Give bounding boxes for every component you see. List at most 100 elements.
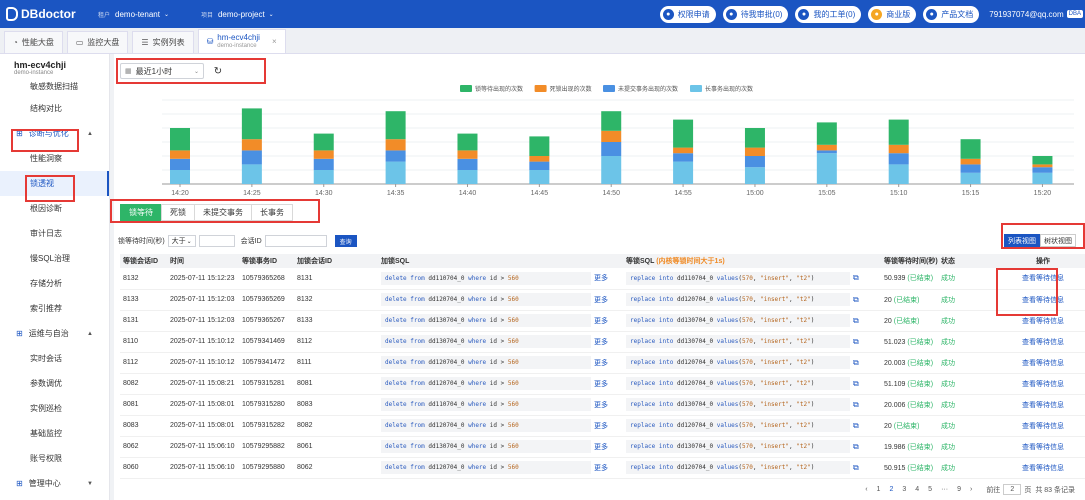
- copy-icon[interactable]: ⧉: [853, 357, 859, 367]
- more-link[interactable]: 更多: [594, 464, 608, 472]
- time-cell: 2025-07-11 15:06:10: [167, 436, 239, 458]
- page-2[interactable]: 2: [889, 486, 894, 493]
- view-wait-info-link[interactable]: 查看等待信息: [1022, 275, 1064, 283]
- sidebar-item-inspect[interactable]: 实例巡检: [30, 404, 62, 413]
- sidebar-item-slow-sql[interactable]: 慢SQL治理: [30, 254, 71, 263]
- sidebar-item-audit-log[interactable]: 审计日志: [30, 229, 62, 238]
- sidebar-group-diagnosis[interactable]: ⊞ 诊断与优化 ▲: [0, 121, 109, 146]
- copy-icon[interactable]: ⧉: [853, 420, 859, 430]
- col-wait-seconds: 等锁等待时间(秒): [881, 254, 938, 268]
- my-tickets-button[interactable]: ● 我的工单(0): [795, 5, 862, 23]
- copy-icon[interactable]: ⧉: [853, 336, 859, 346]
- tab-deadlock[interactable]: 死锁: [161, 204, 195, 221]
- prev-page-icon[interactable]: ‹: [865, 486, 868, 493]
- session-id-input[interactable]: [264, 235, 327, 247]
- user-email[interactable]: 791937074@qq.com: [989, 9, 1064, 19]
- page-9[interactable]: 9: [957, 486, 961, 493]
- tab-long-trx[interactable]: 长事务: [251, 204, 293, 221]
- query-button[interactable]: 查询: [334, 235, 357, 247]
- project-selector[interactable]: 项目 demo-project ⌄: [201, 10, 274, 19]
- more-link[interactable]: 更多: [594, 275, 608, 283]
- list-view-button[interactable]: 列表视图: [1004, 234, 1040, 247]
- view-wait-info-link[interactable]: 查看等待信息: [1022, 464, 1064, 472]
- sidebar-item-index[interactable]: 索引推荐: [30, 304, 62, 313]
- legend-swatch: [534, 85, 547, 92]
- copy-cell: ⧉: [850, 352, 881, 374]
- page-3[interactable]: 3: [902, 486, 907, 493]
- wait-trx-id: 10579295880: [239, 457, 294, 479]
- next-page-icon[interactable]: ›: [969, 486, 973, 493]
- page-4[interactable]: 4: [915, 486, 920, 493]
- sidebar-item-params[interactable]: 参数调优: [30, 379, 62, 388]
- table-row: 8133 2025-07-11 15:12:03 10579365269 8132 de…: [120, 289, 1085, 311]
- copy-icon[interactable]: ⧉: [853, 315, 859, 325]
- sidebar-item-structure-compare[interactable]: 结构对比: [30, 104, 62, 113]
- view-wait-info-link[interactable]: 查看等待信息: [1022, 380, 1064, 388]
- legend-label: 死锁出现的次数: [550, 85, 592, 93]
- view-wait-info-link[interactable]: 查看等待信息: [1022, 359, 1064, 367]
- sidebar-item-sessions[interactable]: 实时会话: [30, 354, 62, 363]
- copy-icon[interactable]: ⧉: [853, 462, 859, 472]
- sidebar-item-perf-insight[interactable]: 性能洞察: [30, 154, 62, 163]
- more-link[interactable]: 更多: [594, 338, 608, 346]
- tree-view-button[interactable]: 树状视图: [1040, 234, 1076, 247]
- bar-segment: [170, 170, 190, 184]
- lock-session-id: 8131: [294, 268, 378, 290]
- more-link[interactable]: 更多: [594, 443, 608, 451]
- tab-lock-wait[interactable]: 锁等待: [120, 204, 162, 221]
- logo[interactable]: DBdoctor: [0, 7, 96, 21]
- view-wait-info-link[interactable]: 查看等待信息: [1022, 317, 1064, 325]
- view-wait-info-link[interactable]: 查看等待信息: [1022, 443, 1064, 451]
- more-link[interactable]: 更多: [594, 401, 608, 409]
- action-cell: 查看等待信息: [998, 310, 1085, 332]
- more-link[interactable]: 更多: [594, 380, 608, 388]
- more-link[interactable]: 更多: [594, 317, 608, 325]
- wait-sql: replace into dd120704_0 values(570, "ins…: [623, 373, 850, 395]
- wait-trx-id: 10579365269: [239, 289, 294, 311]
- commercial-edition-button[interactable]: ● 商业版: [868, 5, 917, 23]
- more-link[interactable]: 更多: [594, 296, 608, 304]
- copy-icon[interactable]: ⧉: [853, 399, 859, 409]
- sidebar-item-sensitive-scan[interactable]: 敏感数据扫描: [30, 81, 78, 91]
- view-wait-info-link[interactable]: 查看等待信息: [1022, 422, 1064, 430]
- tab-instance-list[interactable]: ☰ 实例列表: [132, 31, 194, 53]
- close-icon[interactable]: ×: [271, 37, 277, 46]
- copy-icon[interactable]: ⧉: [853, 441, 859, 451]
- more-link[interactable]: 更多: [594, 422, 608, 430]
- tab-uncommitted[interactable]: 未提交事务: [194, 204, 252, 221]
- tab-monitor-dashboard[interactable]: ▭ 监控大盘: [66, 31, 129, 53]
- more-link[interactable]: 更多: [594, 359, 608, 367]
- permission-request-button[interactable]: ● 权限申请: [659, 5, 716, 23]
- goto-page-input[interactable]: 2: [1003, 484, 1022, 495]
- sidebar-item-monitor[interactable]: 基础监控: [30, 429, 62, 438]
- page-ellipsis[interactable]: ···: [941, 486, 949, 493]
- lock-sql-code: delete from dd130704_0 where id > 560: [381, 314, 591, 327]
- time-range-select[interactable]: ▦ 最近1小时 ⌄: [120, 63, 204, 79]
- sidebar-group-ops[interactable]: ⊞ 运维与自治 ▲: [0, 321, 109, 346]
- sidebar-item-storage[interactable]: 存储分析: [30, 279, 62, 288]
- operator-select[interactable]: 大于 ⌄: [167, 235, 196, 247]
- sidebar-item-lock-view[interactable]: 锁透视: [0, 171, 109, 196]
- copy-icon[interactable]: ⧉: [853, 294, 859, 304]
- view-wait-info-link[interactable]: 查看等待信息: [1022, 338, 1064, 346]
- view-wait-info-link[interactable]: 查看等待信息: [1022, 401, 1064, 409]
- product-docs-button[interactable]: ● 产品文档: [923, 5, 980, 23]
- sidebar-item-root-cause[interactable]: 根因诊断: [30, 204, 62, 213]
- page-5[interactable]: 5: [928, 486, 933, 493]
- wait-seconds-value: 50.915: [884, 464, 906, 472]
- sidebar-item-accounts[interactable]: 账号权限: [30, 454, 62, 463]
- wait-time-input[interactable]: [198, 235, 235, 247]
- tab-instance[interactable]: ⛁ hm-ecv4chji demo-instance ×: [197, 29, 286, 53]
- bar-segment: [241, 150, 262, 165]
- tenant-selector[interactable]: 租户 demo-tenant ⌄: [98, 10, 169, 19]
- copy-icon[interactable]: ⧉: [853, 378, 859, 388]
- tab-performance-dashboard[interactable]: ◔ 性能大盘: [4, 31, 63, 53]
- status-cell: 成功: [938, 394, 998, 416]
- wait-sql-table: dd120704_0: [676, 464, 714, 471]
- view-wait-info-link[interactable]: 查看等待信息: [1022, 296, 1064, 304]
- copy-icon[interactable]: ⧉: [853, 273, 859, 283]
- refresh-icon[interactable]: ↻: [213, 65, 223, 77]
- page-1[interactable]: 1: [876, 486, 881, 493]
- pending-approval-button[interactable]: ● 待我审批(0): [722, 5, 789, 23]
- sidebar-group-admin[interactable]: ⊞ 管理中心 ▼: [0, 471, 109, 496]
